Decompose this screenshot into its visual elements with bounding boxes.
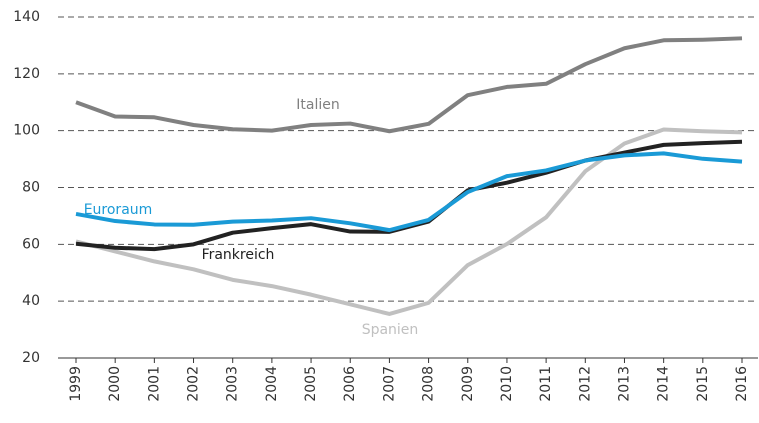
x-tick-label: 2001 (146, 366, 162, 402)
x-tick-label: 2014 (656, 366, 672, 402)
x-tick-label: 2016 (734, 366, 750, 402)
series-line (75, 36, 743, 134)
x-tick-label: 2005 (303, 366, 319, 402)
x-tick-label: 2006 (342, 366, 358, 402)
x-tick-label: 2007 (381, 366, 397, 402)
y-tick-label: 100 (13, 123, 40, 139)
y-tick-label: 40 (22, 293, 40, 309)
y-tick-label: 60 (22, 236, 40, 252)
y-tick-label: 120 (13, 66, 40, 82)
series-line (75, 151, 743, 233)
x-tick-label: 2010 (499, 366, 515, 402)
x-tick-label: 2011 (538, 366, 554, 402)
x-tick-label: 2013 (616, 366, 632, 402)
x-tick-label: 2002 (186, 366, 202, 402)
x-tick-label: 2012 (577, 366, 593, 402)
series-label: Euroraum (84, 202, 153, 218)
y-tick-label: 20 (22, 350, 40, 366)
series-line (75, 127, 743, 316)
y-tick-label: 140 (13, 9, 40, 25)
x-tick-label: 2015 (695, 366, 711, 402)
x-tick-label: 2004 (264, 366, 280, 402)
x-tick-label: 2003 (225, 366, 241, 402)
x-tick-label: 2000 (107, 366, 123, 402)
series-label: Frankreich (202, 247, 275, 263)
series-line (75, 139, 743, 252)
series-label: Italien (296, 97, 339, 113)
x-tick-label: 1999 (68, 366, 84, 402)
y-tick-label: 80 (22, 180, 40, 196)
x-tick-label: 2008 (421, 366, 437, 402)
x-tick-label: 2009 (460, 366, 476, 402)
series-label: Spanien (362, 322, 419, 338)
